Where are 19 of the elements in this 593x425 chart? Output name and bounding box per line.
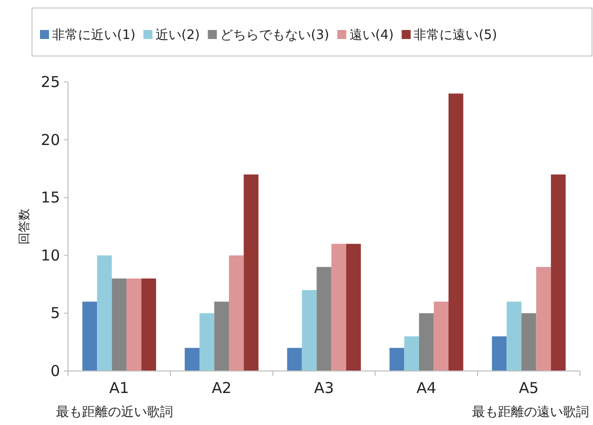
y-tick-label: 5: [50, 304, 60, 322]
y-tick-label: 10: [40, 246, 60, 264]
legend-label: 遠い(4): [349, 28, 394, 43]
legend-label: どちらでもない(3): [220, 28, 330, 43]
x-tick-label: A1: [109, 379, 130, 397]
text: 最も距離の近い歌詞: [56, 405, 173, 420]
x-tick-label: A3: [314, 379, 334, 397]
text: 最も距離の遠い歌詞: [472, 405, 589, 420]
legend-label: 近い(2): [155, 28, 200, 43]
x-tick-label: A4: [416, 379, 436, 397]
y-tick-label: 20: [40, 130, 60, 149]
x-tick-label: A5: [518, 379, 539, 397]
y-tick-label: 15: [40, 188, 60, 207]
y-tick-label: 0: [50, 362, 60, 380]
y-axis-title: 回答数: [17, 208, 31, 244]
legend-label: 非常に近い(1): [52, 28, 136, 43]
x-tick-label: A2: [212, 379, 232, 397]
y-tick-label: 25: [40, 73, 60, 91]
legend-label: 非常に遠い(5): [414, 28, 498, 43]
